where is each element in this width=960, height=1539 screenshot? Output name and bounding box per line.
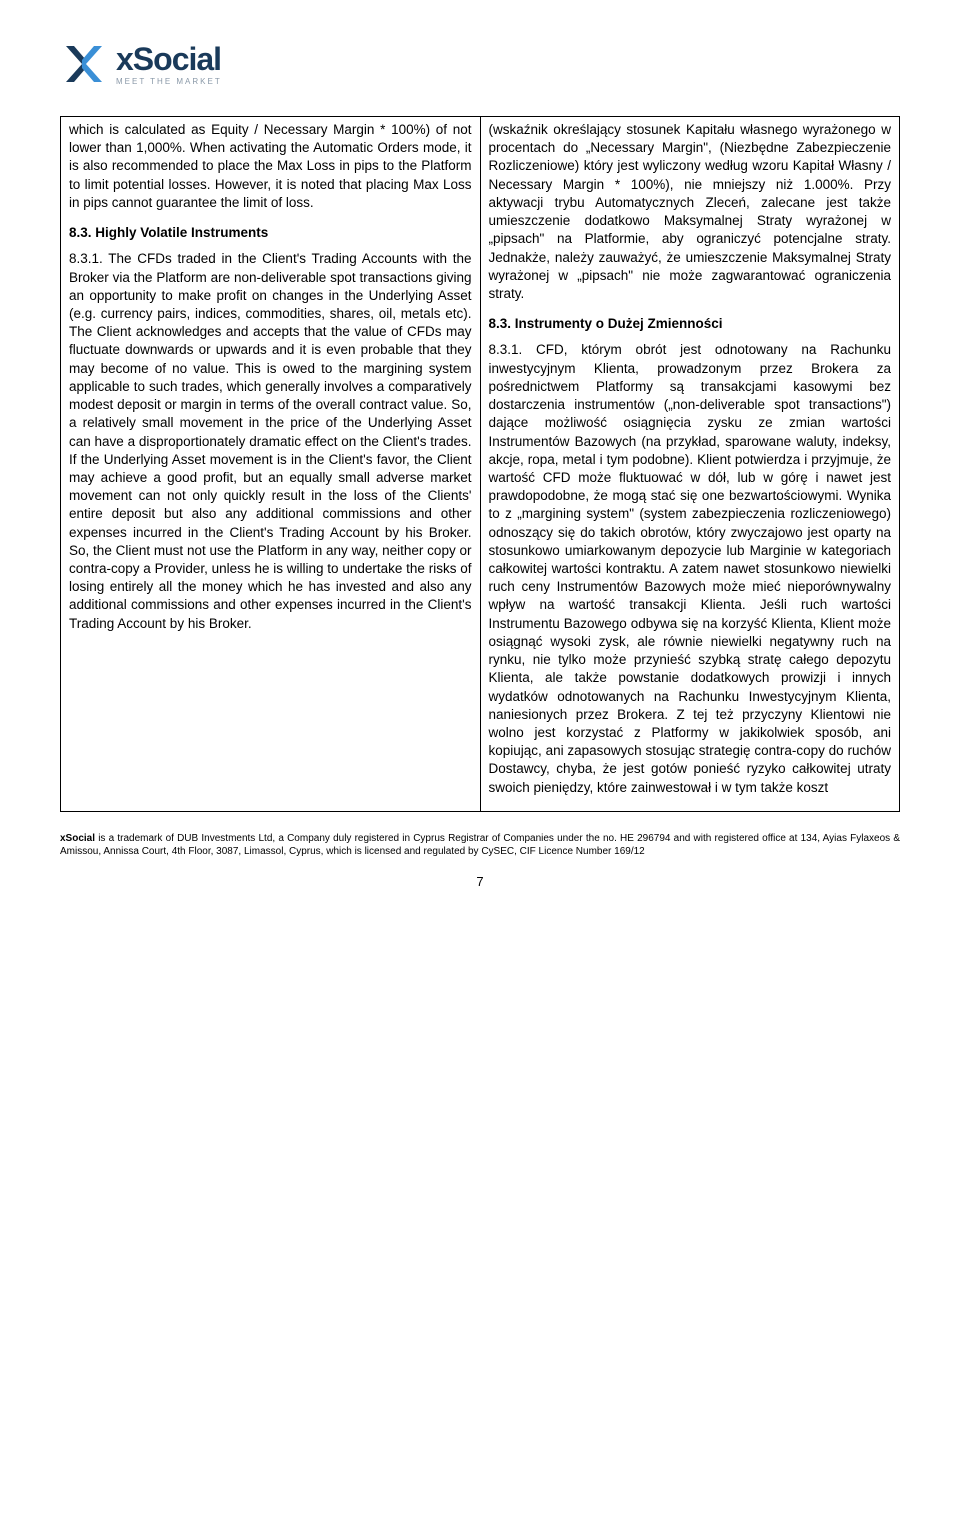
right-heading: 8.3. Instrumenty o Dużej Zmienności bbox=[489, 315, 892, 333]
footer-brand: xSocial bbox=[60, 833, 95, 844]
logo: xSocial MEET THE MARKET bbox=[60, 40, 900, 88]
logo-text: xSocial MEET THE MARKET bbox=[116, 43, 222, 86]
page-number: 7 bbox=[60, 874, 900, 889]
footer: xSocial is a trademark of DUB Investment… bbox=[60, 832, 900, 858]
left-para-2: 8.3.1. The CFDs traded in the Client's T… bbox=[69, 250, 472, 633]
logo-block: xSocial MEET THE MARKET bbox=[60, 40, 900, 88]
left-heading: 8.3. Highly Volatile Instruments bbox=[69, 224, 472, 242]
left-para-1: which is calculated as Equity / Necessar… bbox=[69, 121, 472, 212]
footer-text: is a trademark of DUB Investments Ltd, a… bbox=[60, 833, 900, 857]
column-left: which is calculated as Equity / Necessar… bbox=[61, 117, 481, 812]
logo-tagline: MEET THE MARKET bbox=[116, 77, 222, 86]
logo-brand: xSocial bbox=[116, 43, 222, 75]
column-right: (wskaźnik określający stosunek Kapitału … bbox=[480, 117, 900, 812]
right-para-2: 8.3.1. CFD, którym obrót jest odnotowany… bbox=[489, 341, 892, 796]
logo-icon bbox=[60, 40, 108, 88]
right-para-1: (wskaźnik określający stosunek Kapitału … bbox=[489, 121, 892, 303]
content-table: which is calculated as Equity / Necessar… bbox=[60, 116, 900, 812]
